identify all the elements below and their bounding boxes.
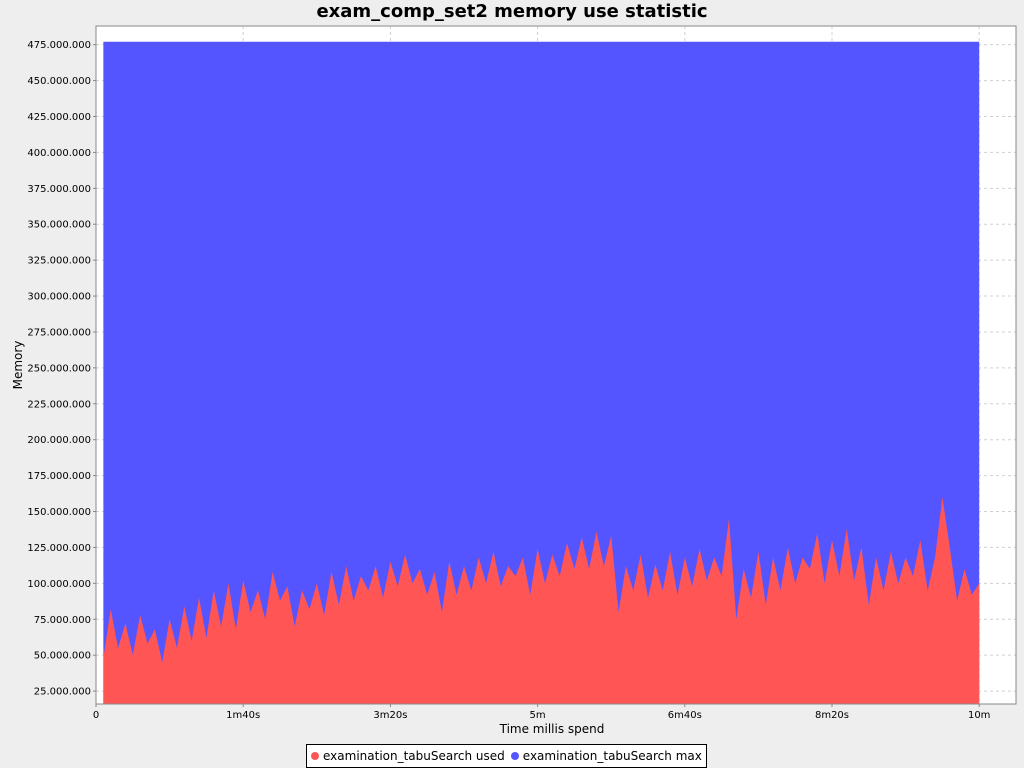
y-tick-label: 300.000.000: [27, 292, 91, 303]
y-tick-label: 450.000.000: [27, 76, 91, 87]
y-tick-label: 150.000.000: [27, 507, 91, 518]
x-tick-label: 1m40s: [226, 710, 260, 721]
chart-canvas: 25.000.000 50.000.000 75.000.000 100.000.00…: [11, 25, 1017, 736]
y-tick-label: 75.000.000: [34, 615, 91, 626]
y-tick-label: 275.000.000: [27, 327, 91, 338]
legend-label-max: examination_tabuSearch max: [522, 749, 702, 763]
y-tick-label: 350.000.000: [27, 220, 91, 231]
y-tick-label: 400.000.000: [27, 148, 91, 159]
legend-item-used: examination_tabuSearch used: [311, 749, 505, 763]
y-tick-label: 200.000.000: [27, 435, 91, 446]
y-tick-label: 175.000.000: [27, 471, 91, 482]
y-tick-label: 100.000.000: [27, 579, 91, 590]
x-axis-label: Time millis spend: [499, 722, 605, 736]
x-tick-label: 10m: [968, 710, 990, 721]
series-area-max: [103, 41, 980, 705]
legend-label-used: examination_tabuSearch used: [323, 749, 505, 763]
legend-swatch-max-icon: [510, 752, 519, 760]
x-tick-label: 5m: [530, 710, 546, 721]
y-tick-label: 125.000.000: [27, 543, 91, 554]
x-tick-label: 0: [93, 710, 99, 721]
y-tick-label: 250.000.000: [27, 363, 91, 374]
y-axis-label: Memory: [11, 341, 25, 390]
chart-title: exam_comp_set2 memory use statistic: [316, 1, 708, 22]
x-tick-label: 3m20s: [373, 710, 407, 721]
legend-item-max: examination_tabuSearch max: [510, 749, 702, 763]
y-tick-label: 225.000.000: [27, 399, 91, 410]
y-tick-label: 375.000.000: [27, 184, 91, 195]
legend: examination_tabuSearch used examination_…: [306, 744, 707, 768]
y-tick-label: 425.000.000: [27, 112, 91, 123]
x-tick-label: 8m20s: [815, 710, 849, 721]
legend-swatch-used-icon: [311, 752, 319, 760]
x-tick-label: 6m40s: [668, 710, 702, 721]
series-area-used: [103, 497, 980, 704]
plot-border: [95, 25, 1017, 705]
y-tick-label: 325.000.000: [27, 256, 91, 267]
y-tick-label: 50.000.000: [34, 651, 91, 662]
y-tick-label: 475.000.000: [27, 40, 91, 51]
y-tick-label: 25.000.000: [34, 687, 91, 698]
